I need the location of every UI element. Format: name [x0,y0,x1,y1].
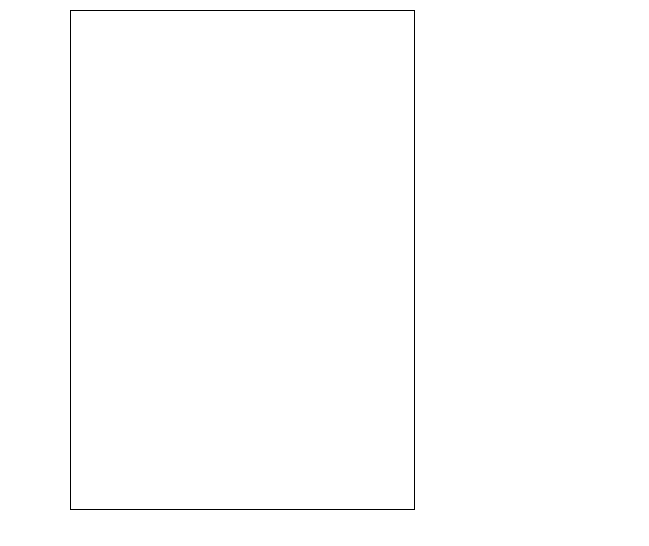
chart-container [0,0,649,546]
plot-area [70,10,415,510]
